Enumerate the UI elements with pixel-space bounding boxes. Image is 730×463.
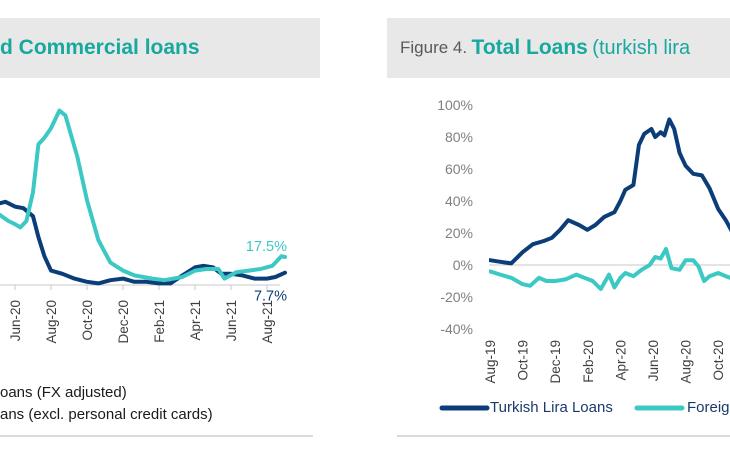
- x-tick-label: Dec-19: [548, 340, 563, 384]
- y-tick-label: 60%: [445, 161, 473, 177]
- x-tick-label: Aug-21: [260, 300, 275, 344]
- right-chart-subtitle: (turkish lira: [592, 36, 691, 59]
- x-tick-label: Feb-21: [152, 300, 167, 343]
- left-chart-header: d Commercial loans: [0, 18, 320, 78]
- series-line-1: [489, 117, 730, 266]
- x-tick-label: Jun-20: [8, 300, 23, 341]
- left-divider: [0, 435, 313, 437]
- y-tick-label: 40%: [445, 193, 473, 209]
- x-tick-label: Feb-20: [581, 340, 596, 383]
- series-line-2: [489, 247, 730, 291]
- figure-label: Figure 4.: [400, 38, 468, 57]
- x-tick-label: Jun-20: [646, 340, 661, 381]
- left-chart-title: d Commercial loans: [0, 36, 200, 59]
- right-chart: 100% 80% 60% 40% 20% 0% -20% -40% Aug-19 Oct-19 De…: [437, 97, 730, 411]
- y-tick-label: -20%: [440, 289, 473, 305]
- right-legend-item-1: Turkish Lira Loans: [490, 399, 613, 416]
- y-tick-label: 100%: [437, 97, 473, 113]
- x-tick-label: Apr-21: [188, 300, 203, 341]
- x-tick-label: Dec-20: [116, 300, 131, 344]
- right-chart-title: Total Loans: [471, 36, 588, 59]
- x-tick-label: Aug-19: [483, 340, 498, 384]
- y-tick-label: 0%: [453, 257, 473, 273]
- x-tick-label: Aug-20: [44, 300, 59, 344]
- x-tick-label: Oct-20: [80, 300, 95, 341]
- x-tick-label: Aug-20: [679, 340, 694, 384]
- left-legend-item-1: oans (FX adjusted): [0, 384, 127, 401]
- right-chart-header: Figure 4. Total Loans (turkish lira: [387, 18, 730, 78]
- y-tick-label: -40%: [440, 321, 473, 337]
- series-line-2: [0, 108, 287, 283]
- end-value-label: 7.7%: [254, 289, 287, 305]
- plot-area: [0, 108, 287, 286]
- left-chart: Jun-20 Aug-20 Oct-20 Dec-20 Feb-21 Apr-21 Jun-…: [0, 108, 287, 344]
- x-tick-label: Apr-20: [613, 340, 628, 381]
- x-tick-label: Oct-20: [711, 340, 726, 381]
- y-tick-label: 20%: [445, 225, 473, 241]
- end-value-label: 17.5%: [246, 239, 287, 255]
- y-tick-label: 80%: [445, 129, 473, 145]
- x-tick-label: Jun-21: [224, 300, 239, 341]
- plot-area: [489, 117, 730, 291]
- right-divider: [397, 435, 730, 437]
- x-tick-label: Oct-19: [516, 340, 531, 381]
- right-legend-item-2: Foreig: [687, 399, 730, 416]
- left-legend-item-2: ans (excl. personal credit cards): [0, 406, 213, 423]
